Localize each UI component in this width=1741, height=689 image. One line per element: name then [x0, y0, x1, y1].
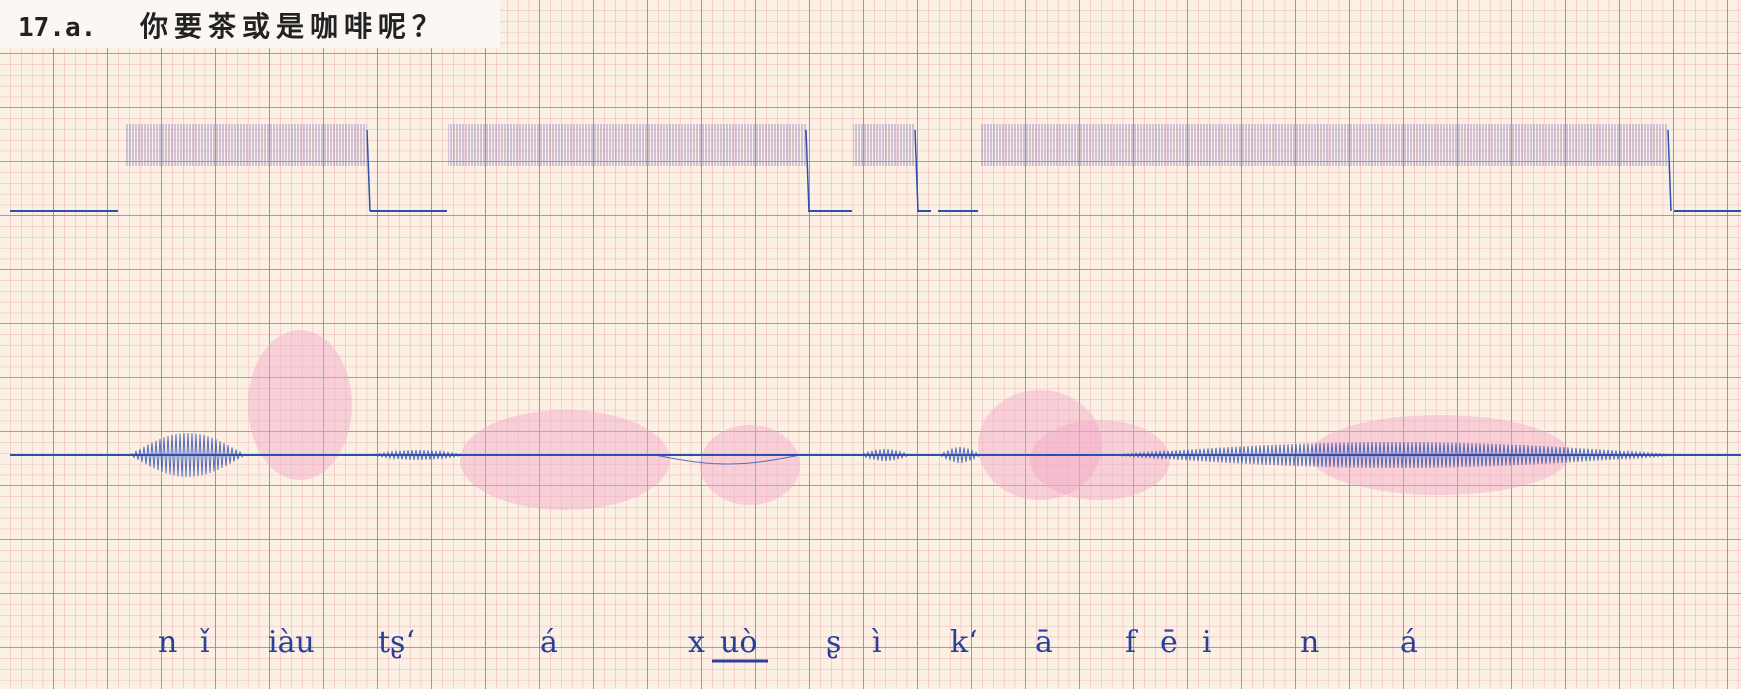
trace-block	[981, 124, 1668, 166]
phonetic-symbol: n	[158, 625, 177, 660]
phonetic-symbol: i	[1202, 625, 1212, 660]
energy-blob	[460, 410, 670, 510]
phonetic-symbol: n	[1300, 625, 1319, 660]
phonetic-symbol: tʂʻ	[378, 625, 415, 660]
trace-block	[448, 124, 806, 166]
graph-paper: 17.a. 你要茶或是咖啡呢？ nǐiàutʂʻáxuòʂìkʻāfēiná	[0, 0, 1741, 689]
phonetic-symbol: ā	[1035, 625, 1053, 660]
trace-block	[853, 124, 915, 166]
phonetic-symbol: ì	[871, 625, 882, 660]
phonetic-symbol: ǐ	[200, 625, 210, 660]
phonetic-symbol: f	[1125, 625, 1138, 660]
phonetic-symbol: kʻ	[950, 625, 978, 660]
phonetic-symbol: x	[688, 625, 705, 660]
example-number: 17.a.	[18, 13, 96, 43]
phonetic-symbol: ē	[1160, 625, 1178, 660]
energy-blob	[700, 425, 800, 505]
energy-blob	[248, 330, 352, 480]
trace-block	[125, 124, 367, 166]
phonetic-symbol: uò	[720, 625, 757, 660]
phonetic-symbol: á	[1400, 625, 1418, 660]
phonetic-symbol: á	[540, 625, 558, 660]
grid	[0, 0, 1741, 689]
phonetic-symbol: ʂ	[826, 625, 841, 660]
phonetic-symbol: iàu	[268, 625, 315, 660]
sentence: 你要茶或是咖啡呢？	[139, 10, 446, 43]
energy-blob	[1030, 420, 1170, 500]
